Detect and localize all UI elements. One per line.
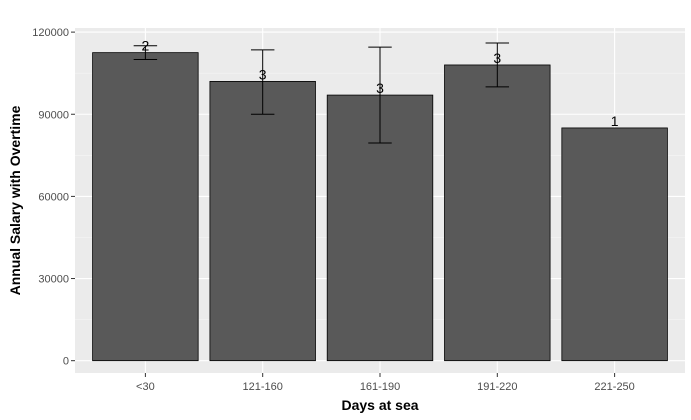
bar bbox=[92, 52, 199, 362]
error-bars bbox=[133, 42, 510, 144]
y-axis-title: Annual Salary with Overtime bbox=[7, 105, 23, 295]
count-label: 3 bbox=[493, 50, 501, 66]
bar bbox=[561, 127, 668, 362]
y-tick-label: 90000 bbox=[38, 109, 69, 121]
y-tick-label: 60000 bbox=[38, 191, 69, 203]
x-tick-label: 221-250 bbox=[594, 381, 634, 393]
count-label: 3 bbox=[376, 80, 384, 96]
bar bbox=[444, 64, 551, 362]
y-tick-label: 120000 bbox=[32, 27, 69, 39]
y-tick-label: 30000 bbox=[38, 274, 69, 286]
bar bbox=[209, 80, 316, 362]
x-tick-label: 161-190 bbox=[360, 381, 400, 393]
count-labels: 2 3 3 3 1 bbox=[141, 38, 618, 129]
x-tick-label: 191-220 bbox=[477, 381, 517, 393]
x-tick-label: 121-160 bbox=[243, 381, 283, 393]
bars bbox=[92, 52, 668, 362]
y-axis: 0 30000 60000 90000 120000 bbox=[32, 27, 75, 368]
x-tick-label: <30 bbox=[136, 381, 155, 393]
count-label: 3 bbox=[259, 66, 267, 82]
y-tick-label: 0 bbox=[63, 356, 69, 368]
count-label: 2 bbox=[141, 38, 149, 54]
x-axis: <30 121-160 161-190 191-220 221-250 bbox=[136, 373, 635, 393]
x-axis-title: Days at sea bbox=[341, 397, 418, 413]
count-label: 1 bbox=[611, 113, 619, 129]
